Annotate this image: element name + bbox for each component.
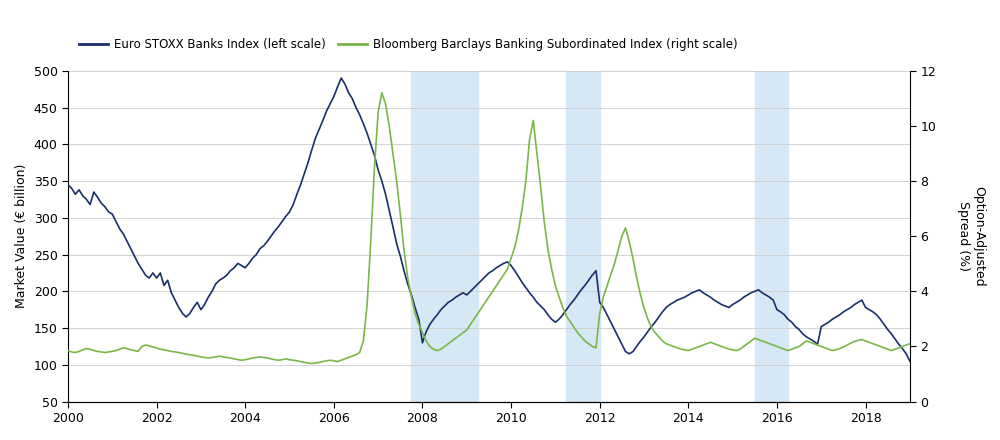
Bar xyxy=(566,71,600,402)
Y-axis label: Option-Adjusted
Spread (%): Option-Adjusted Spread (%) xyxy=(957,186,985,286)
Y-axis label: Market Value (€ billion): Market Value (€ billion) xyxy=(15,164,28,308)
Bar xyxy=(755,71,788,402)
Legend: Euro STOXX Banks Index (left scale), Bloomberg Barclays Banking Subordinated Ind: Euro STOXX Banks Index (left scale), Blo… xyxy=(74,33,742,56)
Bar xyxy=(411,71,478,402)
